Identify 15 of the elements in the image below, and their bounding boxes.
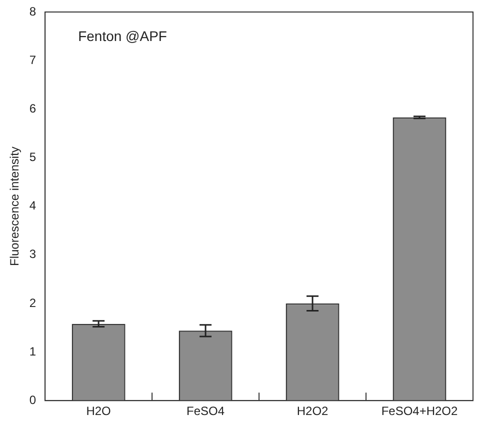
y-tick-label: 3 bbox=[29, 247, 36, 262]
x-tick-label: H2O bbox=[86, 404, 111, 418]
x-tick-label: FeSO4+H2O2 bbox=[381, 404, 458, 418]
y-axis-title: Fluorescence intensity bbox=[8, 146, 22, 266]
x-tick-label: H2O2 bbox=[296, 404, 329, 418]
y-tick-label: 1 bbox=[29, 344, 36, 358]
y-tick-label: 2 bbox=[29, 296, 36, 310]
text: Fenton @APF bbox=[78, 28, 167, 44]
y-tick-label: 5 bbox=[29, 150, 36, 164]
y-tick-label: 4 bbox=[29, 198, 36, 213]
x-tick-label: FeSO4 bbox=[186, 404, 225, 418]
y-tick-label: 7 bbox=[29, 52, 36, 67]
y-tick-label: 0 bbox=[29, 392, 36, 407]
y-tick-label: 6 bbox=[29, 101, 36, 116]
y-tick-label: 8 bbox=[29, 4, 36, 18]
